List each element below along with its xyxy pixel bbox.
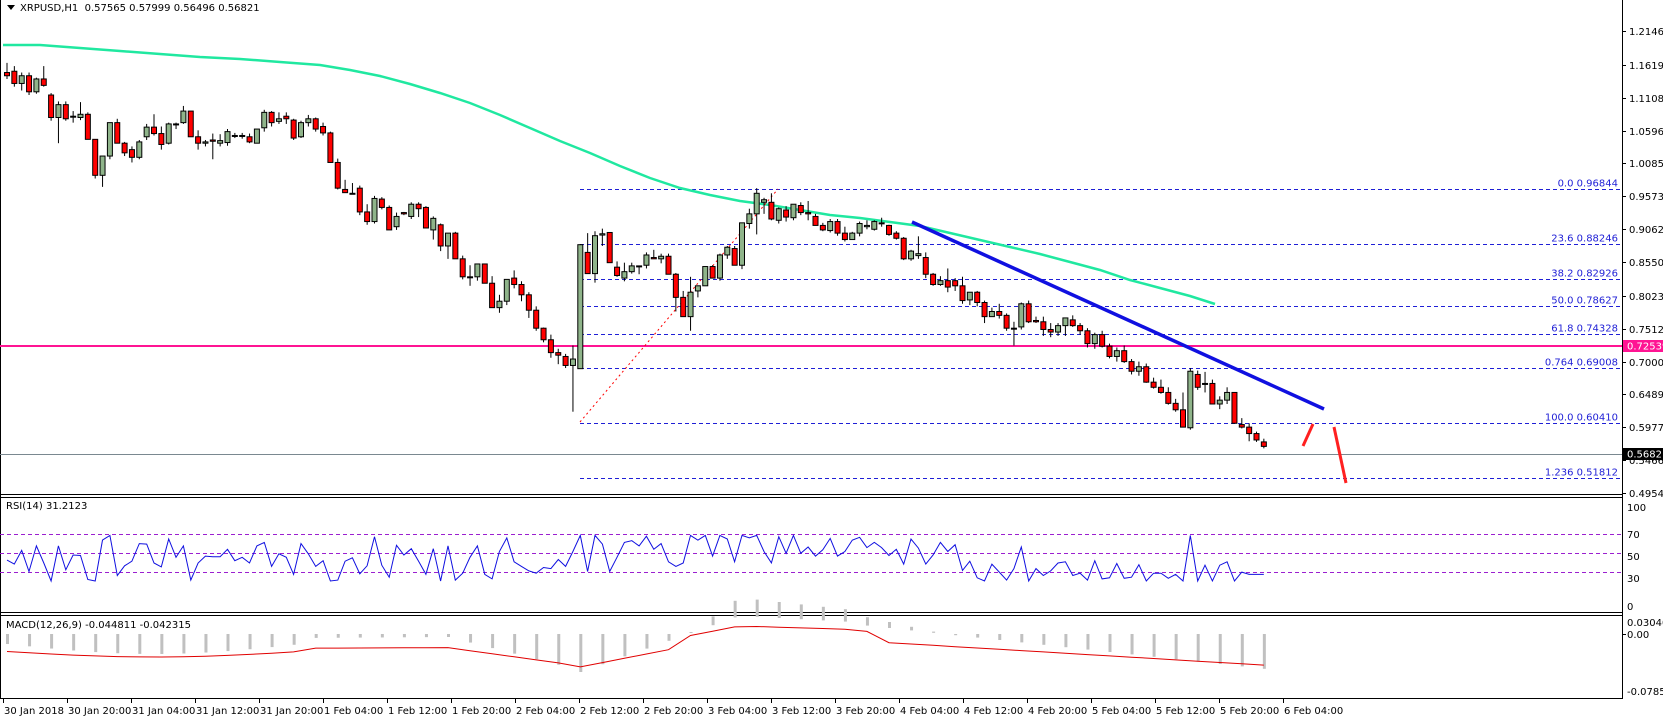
time-tick: 31 Jan 20:00: [260, 706, 323, 717]
price-tick: 0.85505: [1629, 258, 1663, 269]
svg-text:100: 100: [1627, 503, 1646, 514]
fib-level-label: 0.764 0.69008: [1545, 358, 1618, 369]
price-tick: 1.05965: [1629, 127, 1663, 138]
time-tick: 1 Feb 20:00: [452, 706, 511, 717]
svg-text:0.00: 0.00: [1627, 630, 1649, 641]
time-tick: 3 Feb 04:00: [708, 706, 767, 717]
time-tick: 5 Feb 12:00: [1156, 706, 1215, 717]
fib-level-label: 61.8 0.74328: [1551, 324, 1618, 335]
downtrend-line[interactable]: [911, 220, 1325, 411]
fib-level-label: 0.0 0.96844: [1558, 179, 1618, 190]
price-tick: 0.59775: [1629, 423, 1663, 434]
time-tick: 4 Feb 20:00: [1028, 706, 1087, 717]
chart-frames: [0, 0, 1623, 699]
support-price-tag: [1623, 340, 1663, 352]
time-tick: 31 Jan 04:00: [132, 706, 195, 717]
macd-panel: 0.0304060.00 -0.078542: [6, 599, 1663, 698]
fib-level-label: 23.6 0.88246: [1551, 234, 1618, 245]
fib-level-label: 50.0 0.78627: [1551, 296, 1618, 307]
price-tick: 0.70005: [1629, 358, 1663, 369]
candlesticks: [4, 62, 1267, 449]
macd-label: MACD(12,26,9) -0.044811 -0.042315: [6, 620, 191, 631]
time-tick: 4 Feb 12:00: [964, 706, 1023, 717]
rsi-label: RSI(14) 31.2123: [6, 501, 88, 512]
fib-level-label: 38.2 0.82926: [1551, 269, 1618, 280]
time-tick: 30 Jan 2018: [4, 706, 64, 717]
price-tick: 1.16195: [1629, 61, 1663, 72]
chart-header[interactable]: XRPUSD,H1 0.57565 0.57999 0.56496 0.5682…: [4, 3, 260, 14]
time-tick: 3 Feb 12:00: [772, 706, 831, 717]
svg-text:70: 70: [1627, 530, 1640, 541]
time-tick: 1 Feb 12:00: [388, 706, 447, 717]
fib-level-label: 1.236 0.51812: [1545, 468, 1618, 479]
dropdown-triangle-icon[interactable]: [7, 5, 15, 10]
svg-text:50: 50: [1627, 552, 1640, 563]
price-tick: 0.49545: [1629, 489, 1663, 500]
svg-text:30: 30: [1627, 574, 1640, 585]
fib-anchor-diagonal[interactable]: [579, 188, 779, 423]
fibonacci-retracement[interactable]: 0.0 0.96844 23.6 0.88246 38.2 0.82926 50.0 …: [580, 179, 1622, 479]
price-tick: 0.80235: [1629, 292, 1663, 303]
rsi-panel: 100 70 50 30 0: [0, 503, 1646, 613]
symbol-label: XRPUSD,H1: [20, 3, 79, 14]
price-tick: 1.11080: [1629, 94, 1663, 105]
time-tick: 30 Jan 20:00: [68, 706, 131, 717]
current-price-tag: [1623, 448, 1663, 460]
projection-arrows: [1301, 423, 1348, 484]
ohlc-values: 0.57565 0.57999 0.56496 0.56821: [84, 3, 260, 14]
time-tick: 2 Feb 12:00: [580, 706, 639, 717]
time-tick: 2 Feb 04:00: [516, 706, 575, 717]
time-tick: 4 Feb 04:00: [900, 706, 959, 717]
current-price-label: 0.56821: [1627, 450, 1663, 461]
time-axis: 30 Jan 2018 30 Jan 20:00 31 Jan 04:00 31 Ja…: [3, 698, 1343, 717]
time-tick: 5 Feb 20:00: [1220, 706, 1279, 717]
time-tick: 1 Feb 04:00: [324, 706, 383, 717]
time-tick: 5 Feb 04:00: [1092, 706, 1151, 717]
time-tick: 31 Jan 12:00: [196, 706, 259, 717]
time-tick: 6 Feb 04:00: [1284, 706, 1343, 717]
price-tick: 0.95735: [1629, 192, 1663, 203]
fib-level-label: 100.0 0.60410: [1545, 413, 1618, 424]
support-price-label: 0.72539: [1627, 342, 1663, 353]
moving-average-line[interactable]: [3, 43, 1216, 306]
time-tick: 2 Feb 20:00: [644, 706, 703, 717]
price-tick: 1.21465: [1629, 27, 1663, 38]
svg-text:0: 0: [1627, 602, 1633, 613]
svg-text:0.030406: 0.030406: [1627, 618, 1663, 629]
svg-text:-0.078542: -0.078542: [1627, 687, 1663, 698]
time-tick: 3 Feb 20:00: [836, 706, 895, 717]
